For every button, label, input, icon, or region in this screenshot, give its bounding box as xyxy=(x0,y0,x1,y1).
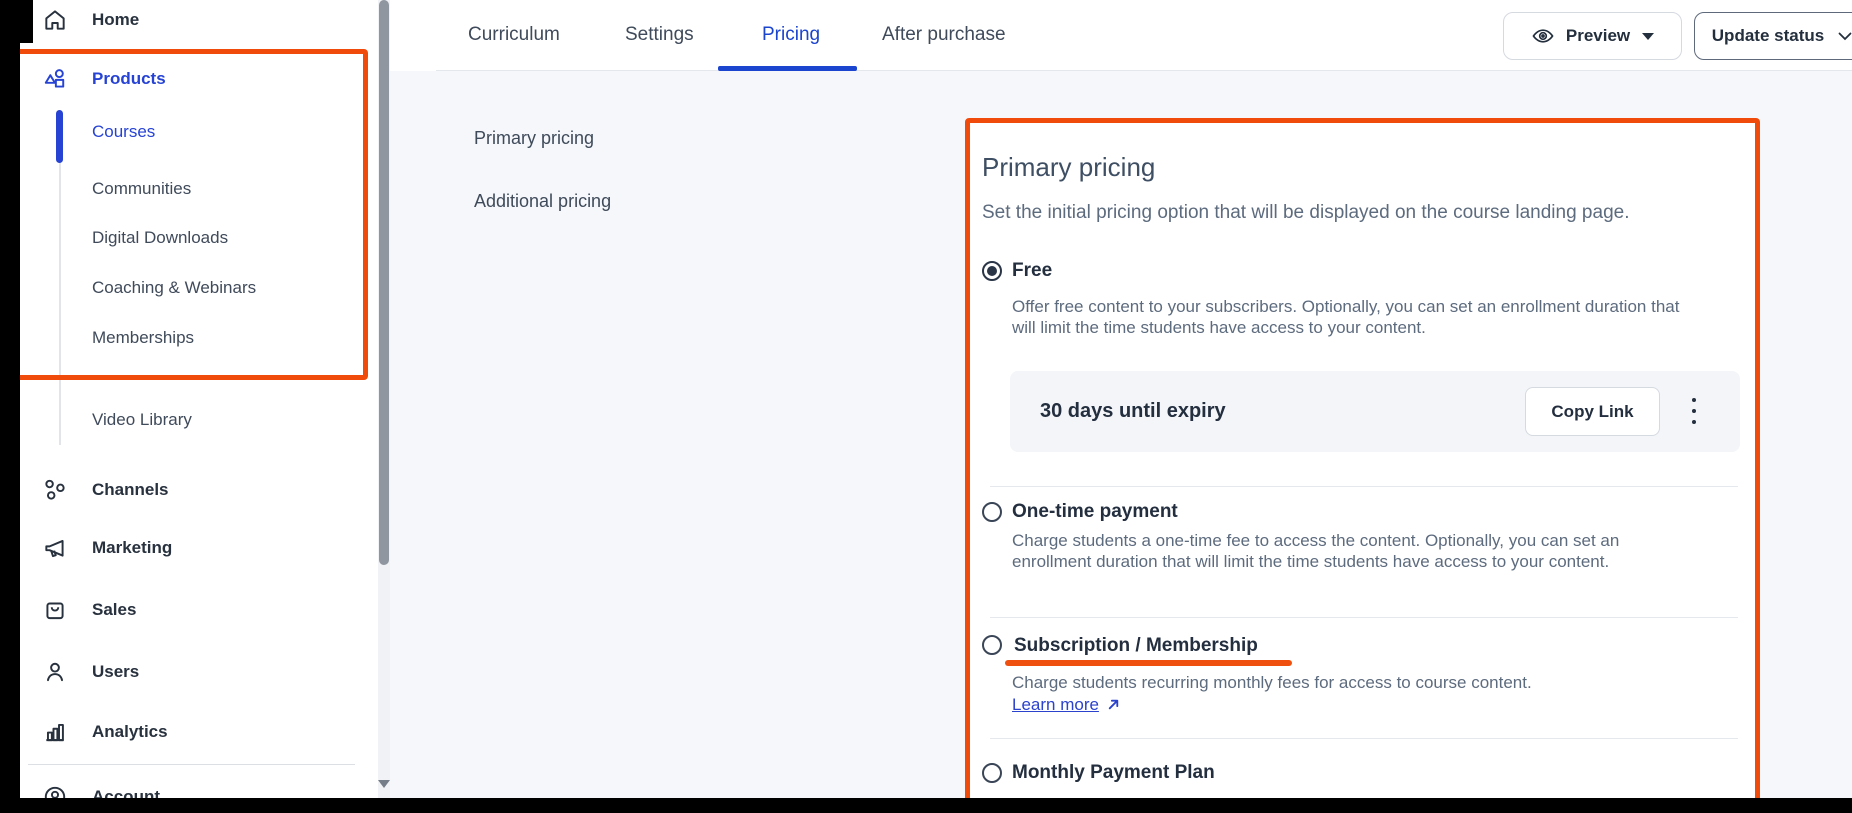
sidebar-scrollbar-thumb[interactable] xyxy=(379,0,389,565)
sidebar-item-channels[interactable]: Channels xyxy=(42,472,169,508)
panel-description: Set the initial pricing option that will… xyxy=(982,202,1630,223)
radio-subscription-membership[interactable] xyxy=(982,635,1002,655)
desc-line: Offer free content to your subscribers. … xyxy=(1012,297,1680,316)
tabbar-divider xyxy=(436,70,1852,71)
option-desc-one-time: Charge students a one-time fee to access… xyxy=(1012,530,1619,572)
sidebar-item-label: Home xyxy=(92,10,140,29)
sidebar-item-courses[interactable]: Courses xyxy=(92,117,155,147)
sidebar-item-memberships[interactable]: Memberships xyxy=(92,323,194,353)
update-status-label: Update status xyxy=(1711,26,1825,45)
option-label-free: Free xyxy=(1012,260,1053,281)
desc-line: Charge students a one-time fee to access… xyxy=(1012,531,1620,550)
shopping-bag-icon xyxy=(42,597,68,623)
subnav-additional-pricing[interactable]: Additional pricing xyxy=(474,191,612,211)
radio-monthly-payment-plan[interactable] xyxy=(982,763,1002,783)
panel-title: Primary pricing xyxy=(982,152,1156,182)
update-status-button[interactable]: Update status xyxy=(1694,12,1852,60)
option-divider xyxy=(990,486,1738,487)
user-icon xyxy=(42,659,68,685)
sidebar-subitem-label: Digital Downloads xyxy=(92,228,229,247)
sidebar-item-products[interactable]: Products xyxy=(42,61,166,97)
top-left-corner-block xyxy=(0,0,33,43)
option-divider xyxy=(990,738,1738,739)
option-desc-free: Offer free content to your subscribers. … xyxy=(1012,296,1679,338)
sidebar-divider xyxy=(28,764,355,765)
tab-after-purchase[interactable]: After purchase xyxy=(882,24,1006,45)
pricing-panel xyxy=(967,120,1758,803)
sidebar-item-home[interactable]: Home xyxy=(42,2,139,38)
option-divider xyxy=(990,617,1738,618)
subnav-primary-pricing[interactable]: Primary pricing xyxy=(474,128,595,148)
shapes-icon xyxy=(42,66,68,92)
option-label-monthly: Monthly Payment Plan xyxy=(1012,762,1215,783)
kebab-menu-icon[interactable] xyxy=(1689,398,1699,424)
sidebar-item-communities[interactable]: Communities xyxy=(92,174,191,204)
preview-button[interactable]: Preview xyxy=(1503,12,1682,60)
sidebar-item-digital-downloads[interactable]: Digital Downloads xyxy=(92,223,228,253)
tab-settings[interactable]: Settings xyxy=(625,24,694,45)
sidebar xyxy=(20,0,378,798)
sidebar-item-label: Analytics xyxy=(92,722,168,741)
desc-line: Charge students recurring monthly fees f… xyxy=(1012,673,1532,692)
bar-chart-icon xyxy=(42,719,68,745)
sidebar-subnav-rule xyxy=(59,112,61,445)
active-tab-underline xyxy=(718,66,857,71)
sidebar-item-label: Sales xyxy=(92,600,137,619)
sidebar-subitem-label: Memberships xyxy=(92,328,195,347)
channels-icon xyxy=(42,477,68,503)
preview-button-label: Preview xyxy=(1565,26,1631,45)
sidebar-item-sales[interactable]: Sales xyxy=(42,592,136,628)
sidebar-subitem-label: Communities xyxy=(92,179,192,198)
option-desc-subscription: Charge students recurring monthly fees f… xyxy=(1012,672,1532,715)
tab-pricing[interactable]: Pricing xyxy=(762,24,821,45)
option-label-one-time: One-time payment xyxy=(1012,501,1178,522)
copy-link-label: Copy Link xyxy=(1551,401,1634,421)
sidebar-item-label: Products xyxy=(92,69,166,88)
megaphone-icon xyxy=(42,535,68,561)
sidebar-subitem-label: Video Library xyxy=(92,410,192,429)
caret-down-icon xyxy=(1642,32,1655,40)
tab-curriculum[interactable]: Curriculum xyxy=(468,24,560,45)
radio-one-time-payment[interactable] xyxy=(982,502,1002,522)
sidebar-item-coaching-webinars[interactable]: Coaching & Webinars xyxy=(92,273,256,303)
eye-icon xyxy=(1531,24,1555,48)
bottom-edge-bar xyxy=(0,798,1852,813)
external-link-icon xyxy=(1107,698,1120,711)
scroll-down-arrow-icon[interactable] xyxy=(378,780,390,788)
option-label-subscription: Subscription / Membership xyxy=(1014,635,1258,656)
sidebar-item-users[interactable]: Users xyxy=(42,654,139,690)
desc-line: enrollment duration that will limit the … xyxy=(1012,552,1610,571)
radio-free[interactable] xyxy=(982,261,1002,281)
sidebar-item-label: Users xyxy=(92,662,140,681)
chevron-down-icon xyxy=(1838,32,1852,41)
sidebar-item-label: Marketing xyxy=(92,538,173,557)
sidebar-item-analytics[interactable]: Analytics xyxy=(42,714,168,750)
learn-more-link[interactable]: Learn more xyxy=(1012,695,1099,714)
sidebar-active-indicator xyxy=(56,110,63,163)
expiry-card-text: 30 days until expiry xyxy=(1040,400,1226,422)
sidebar-item-video-library[interactable]: Video Library xyxy=(92,405,192,435)
sidebar-item-label: Channels xyxy=(92,480,169,499)
desc-line: will limit the time students have access… xyxy=(1012,318,1426,337)
sidebar-subitem-label: Coaching & Webinars xyxy=(92,278,257,297)
copy-link-button[interactable]: Copy Link xyxy=(1525,387,1660,436)
sidebar-subitem-label: Courses xyxy=(92,122,156,141)
sidebar-item-marketing[interactable]: Marketing xyxy=(42,530,172,566)
home-icon xyxy=(42,7,68,33)
left-edge-bar xyxy=(0,0,20,813)
